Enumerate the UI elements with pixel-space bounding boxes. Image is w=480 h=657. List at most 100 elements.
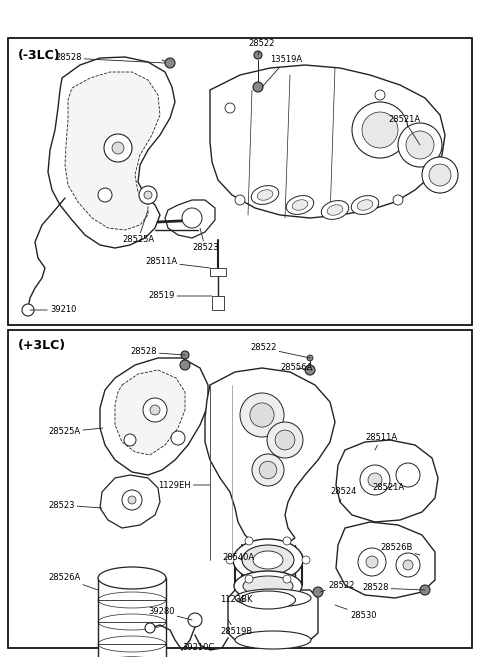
Polygon shape bbox=[165, 200, 215, 238]
Text: 28528: 28528 bbox=[130, 348, 185, 357]
Circle shape bbox=[124, 434, 136, 446]
Circle shape bbox=[375, 90, 385, 100]
Circle shape bbox=[128, 496, 136, 504]
Circle shape bbox=[396, 463, 420, 487]
Circle shape bbox=[307, 355, 313, 361]
Circle shape bbox=[358, 548, 386, 576]
Ellipse shape bbox=[235, 631, 311, 649]
Circle shape bbox=[283, 537, 291, 545]
Circle shape bbox=[171, 431, 185, 445]
Polygon shape bbox=[100, 475, 160, 528]
Circle shape bbox=[252, 454, 284, 486]
Text: 28522: 28522 bbox=[248, 39, 275, 55]
Circle shape bbox=[245, 537, 253, 545]
Circle shape bbox=[366, 556, 378, 568]
Circle shape bbox=[422, 157, 458, 193]
Circle shape bbox=[143, 398, 167, 422]
Circle shape bbox=[420, 585, 430, 595]
Text: 39280: 39280 bbox=[148, 608, 192, 620]
Ellipse shape bbox=[292, 200, 308, 210]
Ellipse shape bbox=[286, 196, 314, 214]
Circle shape bbox=[139, 186, 157, 204]
Circle shape bbox=[22, 304, 34, 316]
Circle shape bbox=[226, 556, 234, 564]
Circle shape bbox=[393, 195, 403, 205]
Polygon shape bbox=[115, 370, 185, 455]
Polygon shape bbox=[100, 358, 208, 475]
Circle shape bbox=[145, 623, 155, 633]
Text: 1129EH: 1129EH bbox=[158, 480, 210, 489]
Circle shape bbox=[305, 365, 315, 375]
Bar bbox=[212, 296, 224, 310]
Circle shape bbox=[181, 351, 189, 359]
Circle shape bbox=[98, 188, 112, 202]
Circle shape bbox=[403, 560, 413, 570]
Circle shape bbox=[398, 123, 442, 167]
Ellipse shape bbox=[327, 205, 343, 215]
Text: 28525A: 28525A bbox=[122, 210, 154, 244]
Circle shape bbox=[235, 195, 245, 205]
Circle shape bbox=[313, 587, 323, 597]
Circle shape bbox=[225, 103, 235, 113]
Circle shape bbox=[188, 613, 202, 627]
Circle shape bbox=[245, 575, 253, 583]
Text: 28525A: 28525A bbox=[48, 428, 103, 436]
Circle shape bbox=[112, 142, 124, 154]
Text: 28524: 28524 bbox=[330, 487, 356, 502]
Circle shape bbox=[250, 403, 274, 427]
Polygon shape bbox=[210, 65, 445, 218]
Ellipse shape bbox=[235, 589, 311, 607]
Circle shape bbox=[275, 430, 295, 450]
Polygon shape bbox=[8, 38, 472, 325]
Text: 28519: 28519 bbox=[148, 292, 212, 300]
Text: 39210C: 39210C bbox=[182, 643, 214, 652]
Text: 28511A: 28511A bbox=[145, 258, 210, 268]
Ellipse shape bbox=[243, 576, 293, 596]
Circle shape bbox=[352, 102, 408, 158]
Bar bbox=[210, 268, 226, 276]
Circle shape bbox=[259, 461, 277, 479]
Bar bbox=[98, 578, 166, 657]
Polygon shape bbox=[336, 440, 438, 522]
Ellipse shape bbox=[233, 539, 303, 581]
Circle shape bbox=[144, 191, 152, 199]
Polygon shape bbox=[65, 72, 160, 230]
Text: 28530: 28530 bbox=[335, 605, 376, 620]
Circle shape bbox=[368, 473, 382, 487]
Text: 28522: 28522 bbox=[250, 344, 310, 358]
Circle shape bbox=[240, 393, 284, 437]
Ellipse shape bbox=[234, 571, 302, 601]
Polygon shape bbox=[48, 57, 175, 248]
Ellipse shape bbox=[253, 551, 283, 569]
Text: (+3LC): (+3LC) bbox=[18, 338, 66, 351]
Ellipse shape bbox=[257, 190, 273, 200]
Ellipse shape bbox=[98, 567, 166, 589]
Ellipse shape bbox=[240, 591, 296, 609]
Text: 1123BK: 1123BK bbox=[220, 595, 252, 604]
Circle shape bbox=[180, 360, 190, 370]
Text: 28526B: 28526B bbox=[380, 543, 420, 555]
Text: (-3LC): (-3LC) bbox=[18, 49, 60, 62]
Circle shape bbox=[267, 422, 303, 458]
Circle shape bbox=[253, 82, 263, 92]
Circle shape bbox=[165, 58, 175, 68]
Circle shape bbox=[302, 556, 310, 564]
Text: 28521A: 28521A bbox=[388, 116, 420, 145]
Text: 28528: 28528 bbox=[362, 583, 425, 593]
Text: 28556A: 28556A bbox=[280, 363, 312, 373]
Circle shape bbox=[396, 553, 420, 577]
Text: 28523: 28523 bbox=[192, 228, 218, 252]
Text: 28526A: 28526A bbox=[48, 574, 98, 590]
Circle shape bbox=[429, 164, 451, 186]
Circle shape bbox=[406, 131, 434, 159]
Text: 28540A: 28540A bbox=[222, 553, 254, 562]
Circle shape bbox=[182, 208, 202, 228]
Polygon shape bbox=[205, 368, 335, 548]
Polygon shape bbox=[228, 590, 318, 640]
Text: 28511A: 28511A bbox=[365, 434, 397, 450]
Circle shape bbox=[362, 112, 398, 148]
Polygon shape bbox=[336, 522, 435, 598]
Circle shape bbox=[150, 405, 160, 415]
Text: 39210: 39210 bbox=[30, 306, 76, 315]
Circle shape bbox=[122, 490, 142, 510]
